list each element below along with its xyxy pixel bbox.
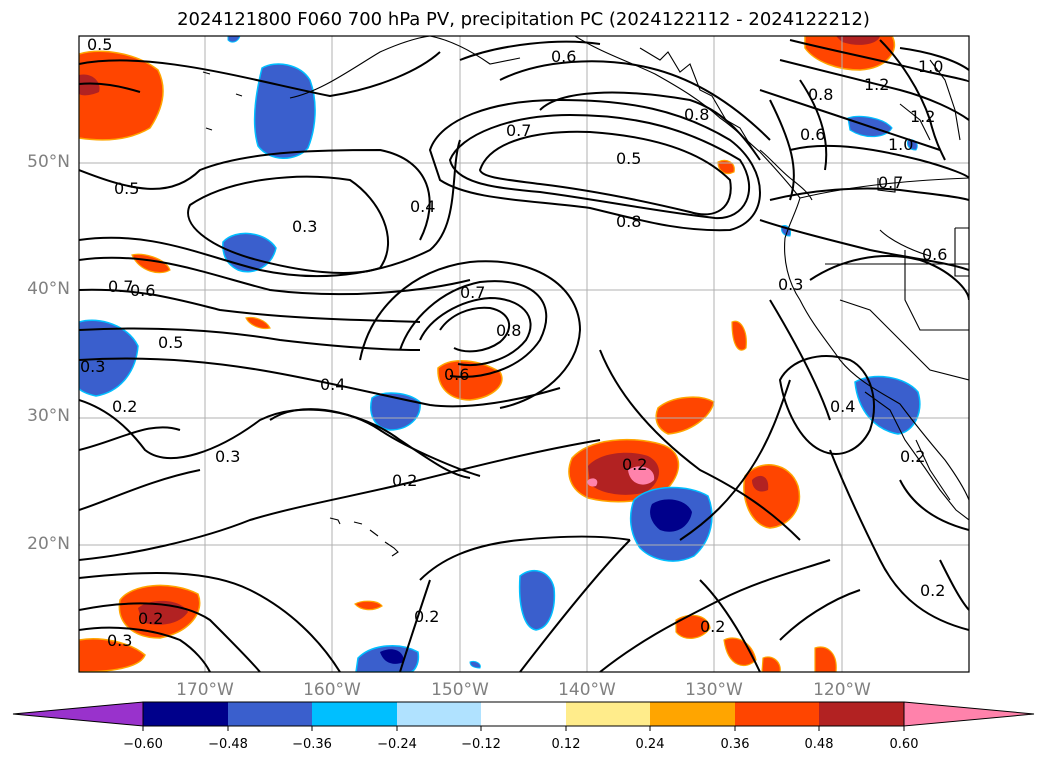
contour-label: 0.7 (878, 173, 903, 192)
contour-label: 1.2 (910, 107, 935, 126)
colorbar-tick-label: −0.60 (123, 737, 163, 752)
colorbar-tick-label: −0.12 (461, 737, 501, 752)
contour-label: 0.4 (410, 197, 435, 216)
colorbar-extend-high (903, 701, 1035, 727)
pv-contours (79, 39, 969, 672)
contour-label: 0.6 (444, 365, 469, 384)
contour-label: 0.6 (551, 47, 576, 66)
colorbar-segment (397, 702, 481, 726)
colorbar-segment (481, 702, 566, 726)
contour-label: 0.2 (138, 609, 163, 628)
colorbar-segment (143, 702, 228, 726)
contour-label: 0.2 (900, 447, 925, 466)
contour-label: 0.5 (87, 35, 112, 54)
colorbar-segment (650, 702, 735, 726)
map-frame (78, 35, 970, 673)
lat-label: 50°N (27, 152, 70, 172)
contour-label: 0.8 (684, 105, 709, 124)
contour-label: 0.3 (80, 357, 105, 376)
colorbar-segment (819, 702, 904, 726)
contour-label: 0.5 (616, 149, 641, 168)
lon-label: 160°W (303, 680, 361, 700)
contour-label: 0.2 (414, 607, 439, 626)
contour-label: 0.5 (158, 333, 183, 352)
lat-label: 40°N (27, 279, 70, 299)
contour-label: 0.3 (292, 217, 317, 236)
contour-label: 0.2 (700, 617, 725, 636)
colorbar-tick-label: 0.48 (804, 737, 834, 752)
contour-label: 0.8 (496, 321, 521, 340)
colorbar-segment (312, 702, 397, 726)
lon-label: 130°W (685, 680, 743, 700)
colorbar (12, 701, 1035, 731)
contour-label: 0.6 (922, 245, 947, 264)
colorbar-tick-label: 0.12 (551, 737, 581, 752)
colorbar-tick-label: −0.36 (292, 737, 332, 752)
contour-label: 0.7 (506, 121, 531, 140)
colorbar-tick-label: 0.36 (720, 737, 750, 752)
contour-label: 0.2 (920, 581, 945, 600)
contour-label: 0.4 (320, 375, 345, 394)
colorbar-segment (735, 702, 819, 726)
contour-label: 0.3 (778, 275, 803, 294)
colorbar-segment (566, 702, 650, 726)
contour-label: 0.8 (616, 212, 641, 231)
contour-label: 1.0 (918, 57, 943, 76)
lon-label: 140°W (558, 680, 616, 700)
contour-label: 0.7 (108, 277, 133, 296)
lon-label: 150°W (431, 680, 489, 700)
colorbar-extend-low (12, 701, 144, 727)
contour-label: 0.2 (622, 455, 647, 474)
colorbar-segment (228, 702, 312, 726)
lat-label: 20°N (27, 534, 70, 554)
contour-label: 0.3 (107, 631, 132, 650)
lon-label: 170°W (176, 680, 234, 700)
contour-label: 0.8 (808, 85, 833, 104)
contour-label: 0.3 (215, 447, 240, 466)
colorbar-tick-label: 0.24 (635, 737, 665, 752)
lon-label: 120°W (813, 680, 871, 700)
contour-label: 0.7 (460, 283, 485, 302)
contour-label: 1.2 (864, 75, 889, 94)
contour-label: 0.2 (112, 397, 137, 416)
contour-label: 0.6 (800, 125, 825, 144)
colorbar-tick-label: 0.60 (889, 737, 919, 752)
contour-label-layer: 0.5 0.6 0.7 0.5 0.8 0.8 1.2 1.0 0.8 0.6 … (80, 35, 947, 650)
contour-label: 0.4 (830, 397, 855, 416)
colorbar-tick-label: −0.48 (208, 737, 248, 752)
lat-label: 30°N (27, 406, 70, 426)
contour-label: 1.0 (888, 135, 913, 154)
contour-label: 0.6 (130, 281, 155, 300)
colorbar-tick-label: −0.24 (377, 737, 417, 752)
map-title: 2024121800 F060 700 hPa PV, precipitatio… (177, 9, 870, 30)
contour-label: 0.5 (114, 179, 139, 198)
contour-label: 0.2 (392, 471, 417, 490)
